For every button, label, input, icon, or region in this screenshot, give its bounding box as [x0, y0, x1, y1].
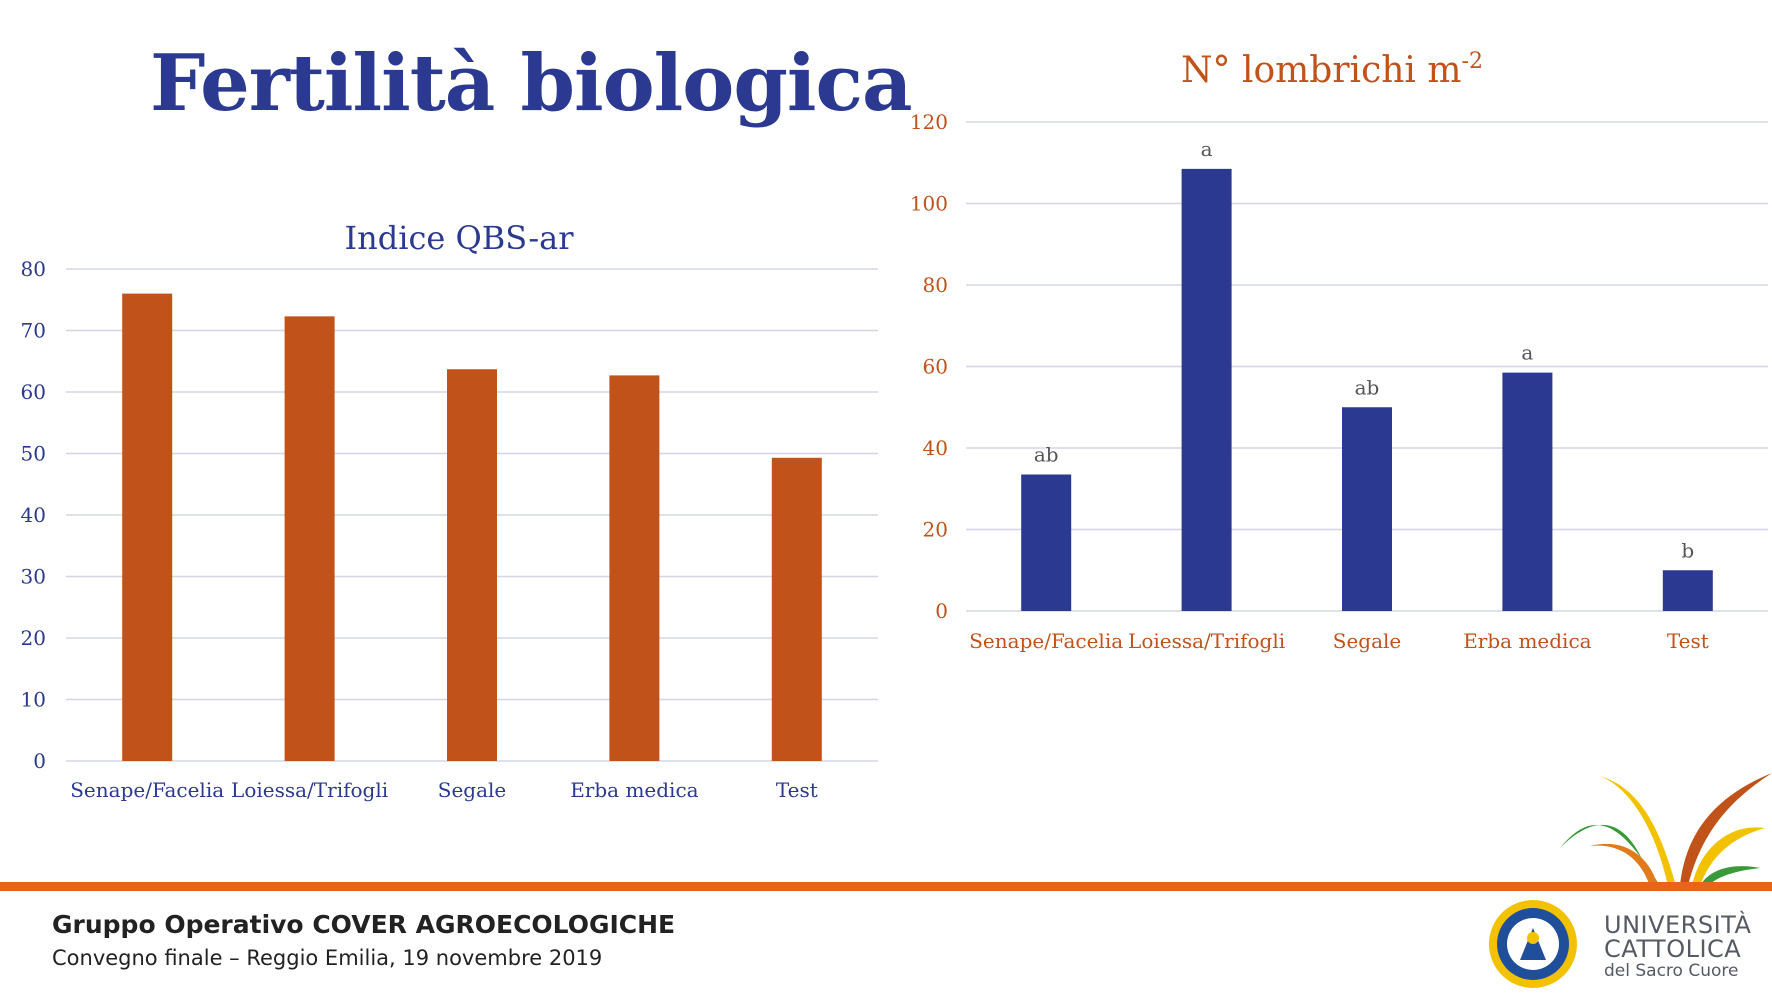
chart-title: Indice QBS-ar: [344, 219, 574, 257]
x-category-label: Erba medica: [1463, 629, 1591, 653]
y-tick-label: 20: [21, 626, 46, 650]
y-tick-label: 40: [923, 436, 948, 460]
university-seal-icon: [1489, 900, 1577, 988]
bar: [609, 375, 660, 761]
footer-subtitle: Convegno finale – Reggio Emilia, 19 nove…: [52, 946, 603, 970]
y-tick-label: 60: [923, 355, 948, 379]
significance-label: ab: [1355, 375, 1380, 399]
x-category-label: Test: [776, 778, 818, 802]
footer-divider: [0, 882, 1772, 891]
y-tick-label: 120: [910, 110, 948, 134]
y-tick-label: 0: [33, 749, 46, 773]
y-tick-label: 60: [21, 380, 46, 404]
y-tick-label: 70: [21, 319, 46, 343]
significance-label: a: [1201, 137, 1213, 161]
x-category-label: Test: [1667, 629, 1709, 653]
university-name: UNIVERSITÀ CATTOLICA del Sacro Cuore: [1604, 913, 1754, 980]
x-category-label: Senape/Facelia: [969, 629, 1123, 653]
university-name-line3: del Sacro Cuore: [1604, 961, 1739, 981]
bar: [1662, 570, 1713, 611]
x-category-label: Loiessa/Trifogli: [1128, 629, 1285, 653]
bar: [1181, 168, 1232, 612]
university-name-line2: CATTOLICA: [1604, 935, 1742, 963]
university-name-line1: UNIVERSITÀ: [1604, 911, 1752, 939]
bar: [771, 457, 822, 761]
grass-logo-icon: [1560, 773, 1772, 886]
x-category-label: Loiessa/Trifogli: [231, 778, 388, 802]
y-tick-label: 100: [910, 192, 948, 216]
y-tick-label: 40: [21, 503, 46, 527]
x-category-label: Segale: [1333, 629, 1402, 653]
y-tick-label: 50: [21, 442, 46, 466]
x-category-label: Senape/Facelia: [70, 778, 224, 802]
significance-label: a: [1521, 341, 1533, 365]
bar: [1342, 407, 1392, 611]
bar: [1021, 474, 1072, 611]
chart-title-superscript: -2: [1462, 49, 1483, 74]
chart-title: N° lombrichi m-2: [1181, 49, 1483, 91]
x-category-label: Segale: [438, 778, 507, 802]
y-tick-label: 30: [21, 565, 46, 589]
footer-title: Gruppo Operativo COVER AGROECOLOGICHE: [52, 910, 676, 939]
bar: [122, 293, 173, 761]
y-tick-label: 80: [923, 273, 948, 297]
slide-title: Fertilità biologica: [150, 38, 913, 129]
significance-label: ab: [1034, 442, 1059, 466]
y-tick-label: 10: [21, 688, 46, 712]
bar: [1502, 372, 1553, 611]
y-tick-label: 20: [923, 518, 948, 542]
y-tick-label: 0: [935, 599, 948, 623]
significance-label: b: [1681, 538, 1694, 562]
y-tick-label: 80: [21, 257, 46, 281]
bar: [284, 316, 335, 761]
x-category-label: Erba medica: [570, 778, 698, 802]
bar: [447, 369, 497, 761]
